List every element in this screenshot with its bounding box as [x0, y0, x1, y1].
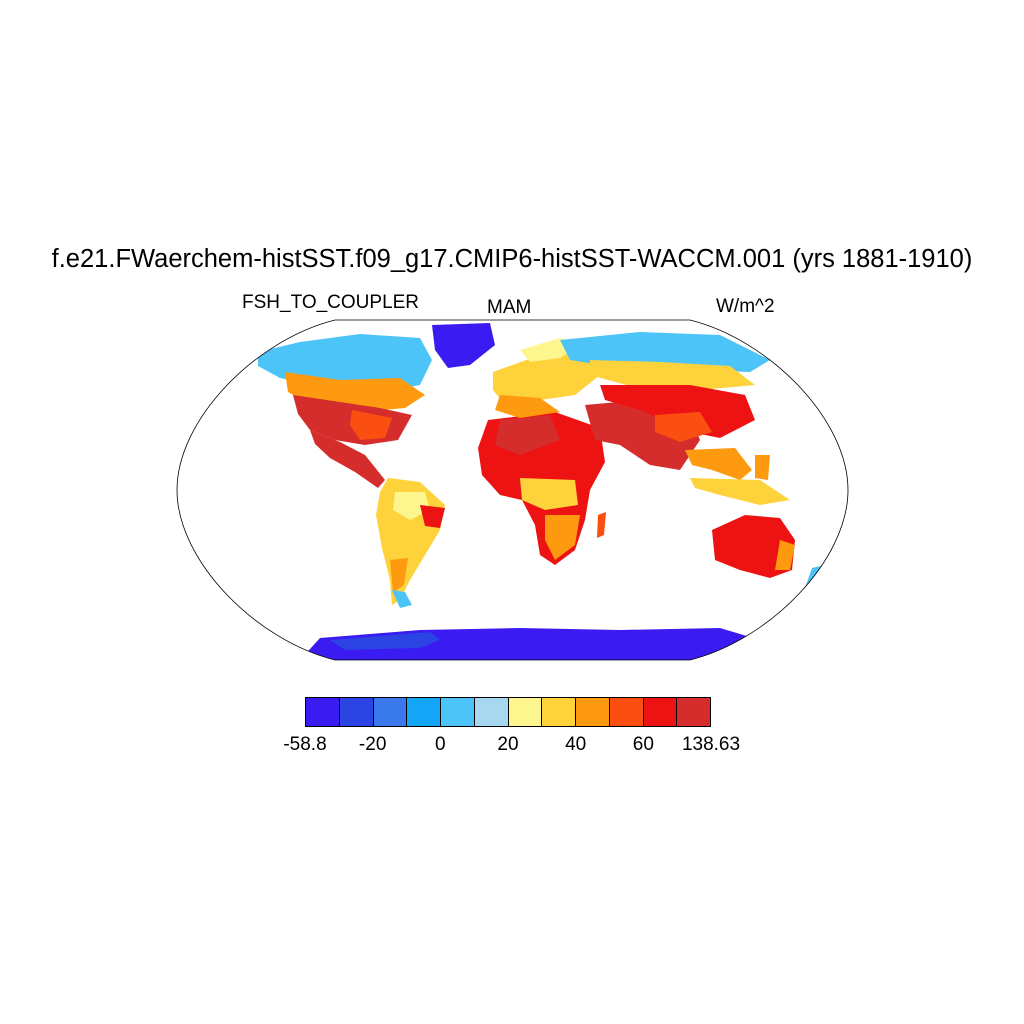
colorbar-tick-label: 40 [565, 734, 587, 755]
colorbar [305, 697, 711, 727]
colorbar-box [576, 698, 610, 726]
greenland-region [432, 323, 495, 368]
colorbar-box [474, 698, 509, 726]
colorbar-tick-label: 60 [632, 734, 654, 755]
central-america-region [310, 430, 385, 488]
australia-region [712, 515, 795, 578]
colorbar-box [508, 698, 543, 726]
colorbar-box [677, 698, 710, 726]
plot-title: f.e21.FWaerchem-histSST.f09_g17.CMIP6-hi… [51, 245, 973, 273]
colorbar-box [609, 698, 644, 726]
central-asia-region [600, 385, 755, 438]
units-label: W/m^2 [716, 296, 775, 317]
season-label: MAM [487, 297, 532, 318]
colorbar-tick-label: 0 [435, 734, 446, 755]
variable-name-label: FSH_TO_COUPLER [242, 292, 420, 313]
southeast-asia-region [685, 448, 752, 480]
colorbar-box [306, 698, 340, 726]
colorbar-box [542, 698, 576, 726]
colorbar-box [643, 698, 678, 726]
colorbar-box [441, 698, 475, 726]
colorbar-tick-label: 20 [497, 734, 519, 755]
madagascar-region [597, 512, 606, 538]
colorbar-box [373, 698, 408, 726]
colorbar-box [407, 698, 441, 726]
colorbar-tick-label: 138.63 [681, 734, 741, 755]
colorbar-tick-label: -58.8 [283, 734, 327, 755]
map-projection-outline [176, 319, 849, 661]
colorbar-tick-label: -20 [358, 734, 387, 755]
europe-region [493, 352, 600, 405]
colorbar-box [339, 698, 374, 726]
